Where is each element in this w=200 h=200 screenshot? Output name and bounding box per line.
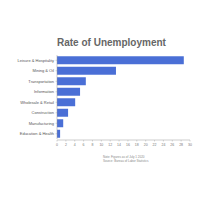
category-label: Transportation bbox=[28, 79, 54, 84]
tick bbox=[163, 140, 164, 142]
bar bbox=[57, 88, 80, 96]
category-label: Information bbox=[34, 89, 54, 94]
tick-label: 2 bbox=[65, 143, 67, 147]
tick bbox=[83, 140, 84, 142]
bars bbox=[57, 56, 184, 137]
tick bbox=[136, 140, 137, 142]
tick bbox=[181, 140, 182, 142]
category-label: Education & Health bbox=[20, 131, 54, 136]
tick bbox=[65, 140, 66, 142]
category-label: Mining & Oil bbox=[32, 68, 54, 73]
annotation: Source: Bureau of Labor Statistics bbox=[103, 159, 149, 163]
tick bbox=[127, 140, 128, 142]
bar bbox=[57, 67, 116, 75]
tick-label: 4 bbox=[74, 143, 76, 147]
bar bbox=[57, 98, 75, 106]
tick-label: 30 bbox=[188, 143, 192, 147]
y-axis bbox=[57, 55, 58, 139]
bar bbox=[57, 119, 63, 127]
tick bbox=[119, 140, 120, 142]
tick-label: 18 bbox=[135, 143, 139, 147]
tick-label: 8 bbox=[91, 143, 93, 147]
tick-label: 22 bbox=[153, 143, 157, 147]
category-label: Wholesale & Retail bbox=[20, 100, 54, 105]
tick bbox=[145, 140, 146, 142]
category-label: Leisure & Hospitality bbox=[18, 58, 54, 63]
tick-label: 12 bbox=[108, 143, 112, 147]
tick bbox=[154, 140, 155, 142]
chart: Rate of Unemployment Leisure & Hospitalit… bbox=[0, 0, 200, 200]
tick bbox=[57, 140, 58, 142]
tick-label: 24 bbox=[161, 143, 165, 147]
bar bbox=[57, 130, 60, 138]
bar bbox=[57, 56, 184, 64]
bar bbox=[57, 109, 68, 117]
bar bbox=[57, 77, 86, 85]
tick bbox=[74, 140, 75, 142]
x-axis bbox=[57, 140, 190, 141]
tick-label: 16 bbox=[126, 143, 130, 147]
tick bbox=[92, 140, 93, 142]
tick-label: 20 bbox=[144, 143, 148, 147]
tick-label: 28 bbox=[179, 143, 183, 147]
tick bbox=[172, 140, 173, 142]
chart-root: Rate of Unemployment Leisure & Hospitalit… bbox=[0, 0, 200, 200]
tick-label: 10 bbox=[99, 143, 103, 147]
tick bbox=[190, 140, 191, 142]
tick bbox=[101, 140, 102, 142]
tick bbox=[110, 140, 111, 142]
tick-label: 26 bbox=[170, 143, 174, 147]
tick-label: 0 bbox=[56, 143, 58, 147]
tick-label: 6 bbox=[83, 143, 85, 147]
title: Rate of Unemployment bbox=[57, 37, 167, 48]
tick-label: 14 bbox=[117, 143, 121, 147]
category-label: Manufacturing bbox=[29, 121, 54, 126]
category-label: Construction bbox=[32, 110, 54, 115]
